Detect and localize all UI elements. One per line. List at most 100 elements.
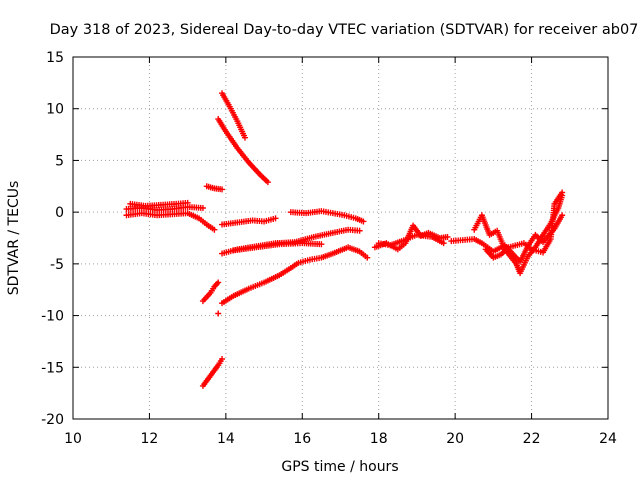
data-point-run [354,216,365,224]
series-track-19 [482,189,566,261]
y-tick-label: -15 [41,360,64,376]
series-track-5 [219,90,248,141]
data-point [184,199,191,206]
data-point-run [160,201,177,208]
data-point [199,205,206,212]
data-points [123,90,566,389]
data-point-run [220,294,235,305]
chart-title: Day 318 of 2023, Sidereal Day-to-day VTE… [50,22,639,38]
data-point-run [400,232,418,244]
data-point [356,227,363,234]
data-point-run [309,255,323,263]
data-point [440,240,447,247]
plot-frame [72,56,609,420]
data-point-run [208,363,220,377]
x-tick-label: 10 [64,431,82,447]
data-point-run [499,245,511,257]
data-point-run [462,236,475,243]
data-point-run [552,214,565,230]
data-point [241,134,248,141]
series-track-3 [127,199,191,209]
y-tick-label: 10 [46,102,64,118]
data-point-run [339,245,350,253]
y-tick-label: -10 [41,309,64,325]
data-point [318,241,325,248]
data-point-run [262,273,281,285]
data-point-run [221,219,239,228]
x-tick-label: 16 [293,431,311,447]
data-point-run [492,252,503,260]
data-point-run [320,251,334,260]
data-point-run [129,201,147,209]
data-point-run [232,286,250,299]
x-tick-label: 18 [370,431,388,447]
data-point-run [343,212,357,221]
data-point [559,189,566,196]
data-point [215,310,222,317]
data-point-run [547,203,558,240]
series-track-12 [199,279,222,305]
series-track-18 [471,192,566,277]
series-track-8 [287,208,367,225]
series-track-14 [199,356,226,389]
data-point-run [320,208,334,216]
data-point-run [236,217,254,226]
x-axis-label: GPS time / hours [281,459,398,475]
x-tick-label: 14 [217,431,235,447]
data-point-run [507,240,525,250]
data-point-run [171,204,189,212]
data-point [559,212,566,219]
grid [73,57,608,419]
data-point [272,215,279,222]
y-tick-label: -20 [41,412,64,428]
data-point-run [278,266,292,278]
data-point [219,186,226,193]
y-tick-label: -5 [50,257,64,273]
series-track-4 [203,183,226,193]
series-track-16 [375,231,447,249]
data-point-run [332,210,346,218]
data-point-run [220,92,232,108]
series-track-7 [219,215,279,228]
data-point [360,218,367,225]
data-point-run [312,230,334,240]
series-track-2 [123,210,218,233]
y-tick-label: 15 [46,50,64,66]
data-point-run [247,280,265,291]
data-point [211,226,218,233]
data-point [444,233,451,240]
series-track-6 [215,116,271,186]
axis-ticks: 10 12 14 16 18 20 22 24 -20 -15 -10 -5 0 5 10 15 [41,50,617,447]
data-point-run [555,194,565,209]
data-point-run [125,210,143,218]
data-point [264,179,271,186]
x-tick-label: 24 [599,431,617,447]
data-point-run [235,120,248,139]
y-tick-label: 0 [55,205,64,221]
x-tick-label: 20 [446,431,464,447]
data-point-run [431,235,445,246]
series-track-11 [219,244,371,307]
data-point-run [297,257,311,266]
x-tick-label: 22 [523,431,541,447]
data-point [219,356,226,363]
data-point-run [416,232,434,240]
data-point-run [186,211,201,221]
data-point-run [552,191,564,205]
data-point-run [305,208,323,216]
series-track-17 [448,212,566,265]
data-point [215,279,222,286]
y-axis-label: SDTVAR / TECUs [6,181,22,296]
data-point-run [332,227,349,236]
data-point [364,254,371,261]
data-point-run [144,202,162,209]
data-point-run [289,261,300,270]
series-track-13 [215,310,222,317]
data-point-run [232,244,258,254]
data-point-run [224,130,240,150]
x-tick-label: 12 [141,431,159,447]
series-track-10 [230,240,325,254]
data-point-run [227,105,240,123]
y-tick-label: 5 [55,153,64,169]
